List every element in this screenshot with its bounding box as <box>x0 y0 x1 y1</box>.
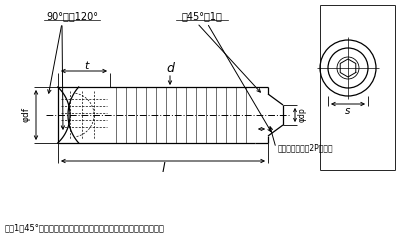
Text: d: d <box>166 61 174 74</box>
Text: 90°又は120°: 90°又は120° <box>46 11 98 21</box>
Text: s: s <box>345 106 351 116</box>
Text: t: t <box>84 61 88 71</box>
Text: l: l <box>161 162 165 175</box>
Text: φdf: φdf <box>22 108 30 122</box>
Text: 絀45°（1）: 絀45°（1） <box>182 11 222 21</box>
Text: 不完全ねじ部（2P以下）: 不完全ねじ部（2P以下） <box>278 144 334 152</box>
Text: φdp: φdp <box>298 108 306 122</box>
Text: 注（1）45°の角度は、おねじの谷の径より下の傾斜部に適用する。: 注（1）45°の角度は、おねじの谷の径より下の傾斜部に適用する。 <box>5 223 165 233</box>
